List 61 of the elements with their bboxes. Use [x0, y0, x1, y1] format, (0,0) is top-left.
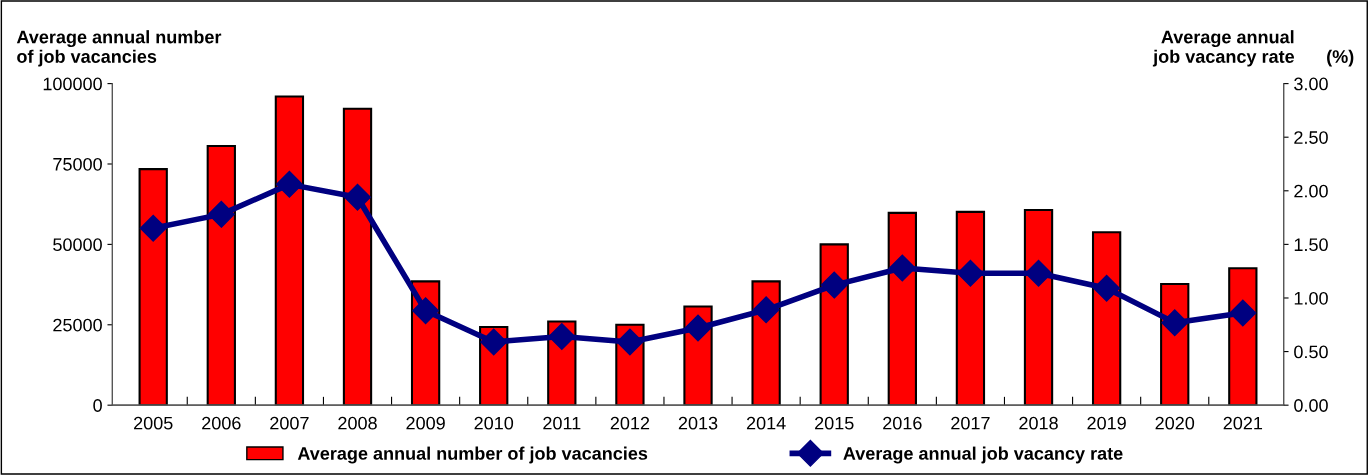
x-tick-label: 2008 [338, 416, 377, 430]
bar [342, 107, 373, 406]
bar [138, 168, 168, 406]
x-tick-label: 2010 [474, 416, 514, 430]
x-tick-label: 2014 [746, 416, 786, 430]
x-tick-label: 2009 [406, 416, 445, 430]
x-tick-label: 2019 [1087, 416, 1126, 430]
point [888, 254, 916, 282]
point [139, 214, 167, 242]
y2-tick-label: 2.00 [1294, 184, 1328, 198]
y2-tick-label: 3.00 [1294, 77, 1328, 91]
x-tick-label: 2013 [678, 416, 718, 430]
y2-tick-label: 1.00 [1294, 291, 1328, 305]
y2-tick-label: 1.50 [1294, 238, 1328, 252]
x-tick-label: 2020 [1155, 416, 1195, 430]
point [1161, 309, 1189, 337]
y2-axis-title: Average annual job vacancy rate [1152, 30, 1295, 67]
point [684, 314, 712, 342]
x-tick-label: 2012 [610, 416, 650, 430]
y-tick-label: 0 [93, 399, 102, 412]
x-tick-label: 2016 [883, 416, 922, 430]
legend-label: Average annual number of job vacancies [297, 446, 648, 464]
point [1025, 259, 1052, 287]
y-tick-label: 100000 [43, 77, 102, 91]
y2-tick-label: 2.50 [1294, 131, 1328, 144]
bar [206, 144, 236, 406]
bar [1091, 231, 1122, 406]
point [1093, 274, 1121, 302]
point [344, 183, 371, 211]
x-tick-label: 2005 [134, 416, 173, 430]
y2-tick-label: 0.50 [1294, 345, 1328, 359]
y-tick-label: 25000 [53, 318, 102, 332]
x-tick-label: 2015 [815, 416, 854, 430]
text: (%) [1327, 49, 1354, 67]
point [820, 271, 848, 299]
bar [1228, 267, 1258, 406]
x-tick-label: 2007 [270, 416, 309, 430]
point [412, 297, 440, 325]
point [956, 259, 984, 287]
point [1229, 299, 1257, 327]
bar [887, 211, 917, 406]
bar [955, 210, 986, 406]
y-tick-label: 50000 [53, 238, 102, 252]
y-tick-label: 75000 [53, 157, 102, 171]
bar [274, 95, 305, 406]
point [752, 296, 780, 324]
bar [1023, 208, 1054, 406]
x-tick-label: 2017 [951, 416, 990, 430]
point [616, 328, 644, 356]
y-axis-title: Average annual number of job vacancies [16, 30, 222, 67]
y2-tick-label: 0.00 [1294, 399, 1328, 412]
x-tick-label: 2006 [202, 416, 241, 430]
x-tick-label: 2021 [1223, 416, 1263, 430]
point [548, 323, 576, 351]
point [480, 328, 508, 356]
legend-label: Average annual job vacancy rate [843, 446, 1123, 464]
point [275, 170, 303, 198]
point [207, 200, 235, 228]
x-tick-label: 2011 [543, 416, 581, 430]
x-tick-label: 2018 [1019, 416, 1058, 430]
bar [819, 243, 849, 406]
